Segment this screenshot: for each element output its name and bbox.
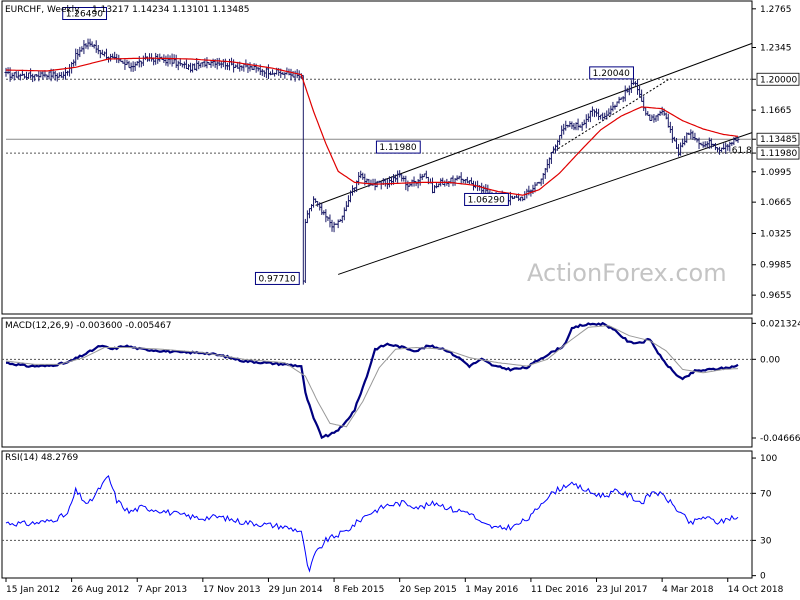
- ohlc-bar: [736, 136, 740, 143]
- y-tick-label: 0.00: [760, 355, 780, 365]
- price-tag-box: [756, 132, 800, 146]
- y-tick-label: 0: [760, 572, 766, 582]
- x-tick-label: 20 Sep 2015: [400, 585, 457, 595]
- x-tick-label: 8 Feb 2015: [334, 585, 384, 595]
- ohlc-bars: [4, 38, 740, 285]
- y-tick-label: 1.11980: [760, 149, 797, 159]
- y-tick-label: 30: [760, 536, 772, 546]
- y-tick-label: 0.9655: [760, 291, 792, 301]
- channel-line: [551, 77, 671, 154]
- rsi-panel: 100 70 30 0: [1, 450, 777, 582]
- ohlc-readout: 1.13217 1.14234 1.13101 1.13485: [92, 5, 249, 15]
- x-tick-label: 14 Oct 2018: [728, 585, 784, 595]
- x-axis: 15 Jan 2012 26 Aug 2012 7 Apr 2013 17 Nov 2…: [5, 578, 784, 595]
- rsi-title: RSI(14) 48.2769: [5, 453, 78, 463]
- price-annotation-box: [464, 192, 509, 206]
- x-tick-label: 26 Aug 2012: [72, 585, 130, 595]
- x-tick-label: 23 Jul 2017: [597, 585, 648, 595]
- channel-line: [315, 42, 753, 206]
- price-annotation-box: [62, 7, 108, 21]
- y-tick-label: 1.20000: [760, 75, 797, 85]
- y-tick-label: 1.0995: [760, 168, 792, 178]
- macd-title: MACD(12,26,9) -0.003600 -0.005467: [5, 321, 171, 331]
- price-tag-box: [756, 72, 800, 86]
- price-annotation-box: [375, 140, 421, 154]
- y-tick-label: 1.1665: [760, 106, 792, 116]
- fib-label: 61.8: [732, 146, 752, 156]
- y-tick-label: 100: [760, 454, 777, 464]
- price-annotation-label: 1.11980: [379, 143, 416, 153]
- x-tick-label: 29 Jun 2014: [268, 585, 322, 595]
- rsi-rsi-line: [5, 475, 739, 573]
- x-tick-label: 17 Nov 2013: [203, 585, 261, 595]
- y-tick-label: -0.046663: [760, 434, 800, 444]
- rsi-frame: [1, 450, 753, 579]
- price-annotation-label: 1.06290: [468, 195, 505, 205]
- x-tick-label: 7 Apr 2013: [137, 585, 187, 595]
- price-tag-box: [756, 146, 800, 160]
- y-tick-label: 70: [760, 489, 772, 499]
- y-tick-label: 1.2345: [760, 43, 792, 53]
- x-tick-label: 4 Mar 2018: [662, 585, 714, 595]
- watermark-text: ActionForex.com: [527, 259, 727, 287]
- price-annotation-label: 0.97710: [258, 274, 295, 284]
- price-panel: 1.2765 1.2345 1.20000 1.1665 1.13485 1.11980 1…: [1, 0, 800, 315]
- price-moving-average-line: [5, 57, 739, 196]
- chart-symbol: EURCHF, Weekly: [5, 5, 80, 15]
- price-annotation-box: [254, 271, 300, 285]
- channel-line: [338, 132, 753, 275]
- price-annotation-label: 1.26490: [66, 10, 103, 20]
- y-tick-label: 0.021324: [760, 319, 800, 329]
- y-tick-label: 1.13485: [760, 135, 797, 145]
- price-annotation-label: 1.20040: [593, 69, 630, 79]
- macd-signal-line: [5, 325, 739, 428]
- macd-panel: 0.021324 0.00 -0.046663: [1, 317, 800, 448]
- price-annotation-box: [589, 66, 634, 80]
- x-tick-label: 15 Jan 2012: [6, 585, 60, 595]
- x-tick-label: 1 May 2016: [465, 585, 518, 595]
- y-tick-label: 1.2765: [760, 5, 792, 15]
- y-tick-label: 0.9985: [760, 261, 792, 271]
- y-tick-label: 1.0325: [760, 229, 792, 239]
- y-tick-label: 1.0665: [760, 198, 792, 208]
- price-frame: [1, 0, 753, 315]
- macd-macd-line: [6, 321, 739, 440]
- macd-frame: [1, 317, 753, 448]
- x-tick-label: 11 Dec 2016: [531, 585, 589, 595]
